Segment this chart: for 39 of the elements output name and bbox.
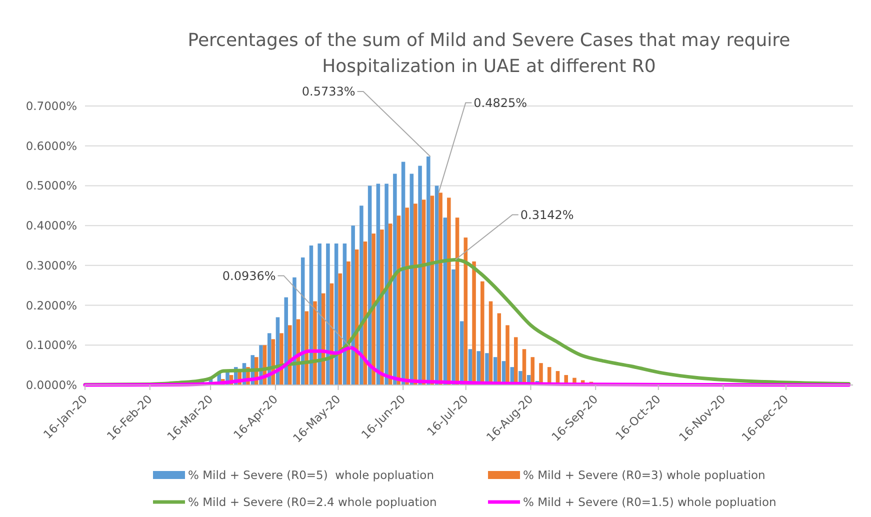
bar	[418, 166, 422, 385]
bar	[318, 244, 322, 385]
y-tick-label: 0.5000%	[26, 178, 78, 193]
bar	[326, 244, 330, 385]
legend-label: % Mild + Severe (R0=3) whole popluation	[523, 468, 766, 482]
legend-label: % Mild + Severe (R0=5) whole popluation	[188, 468, 434, 482]
line-series	[83, 346, 851, 387]
legend-label: % Mild + Severe (R0=2.4 whole popluation	[188, 495, 437, 510]
bar	[360, 206, 364, 385]
bar	[346, 261, 350, 385]
bar	[351, 226, 355, 385]
bar	[414, 204, 418, 385]
bar	[338, 273, 342, 385]
y-tick-label: 0.6000%	[26, 138, 78, 153]
bar	[401, 162, 406, 385]
bar	[304, 311, 308, 385]
bar	[393, 174, 397, 385]
bar	[380, 230, 384, 385]
y-tick-label: 0.3000%	[26, 258, 78, 272]
bar	[313, 301, 317, 385]
bar	[372, 234, 376, 385]
chart-title: Percentages of the sum of Mild and Severe Cases that may require Hospitalization in UAE at different R0	[188, 30, 790, 77]
y-tick-label: 0.1000%	[26, 338, 78, 352]
legend-label: % Mild + Severe (R0=1.5) whole popluation	[523, 495, 776, 510]
bar	[284, 297, 288, 385]
y-tick-label: 0.4000%	[26, 218, 78, 233]
bar	[447, 198, 451, 385]
bar	[452, 269, 456, 385]
annotation: 0.3142%	[520, 208, 574, 222]
annotation: 0.5733%	[302, 84, 356, 99]
y-tick-label: 0.7000%	[26, 99, 78, 114]
bar	[384, 184, 388, 385]
y-tick-label: 0.0000%	[26, 378, 78, 392]
bar	[438, 192, 442, 385]
bar	[405, 208, 409, 385]
bar	[426, 156, 430, 385]
y-tick-label: 0.2000%	[26, 298, 78, 312]
annotation: 0.0936%	[222, 268, 276, 283]
annotation: 0.4825%	[474, 96, 528, 110]
